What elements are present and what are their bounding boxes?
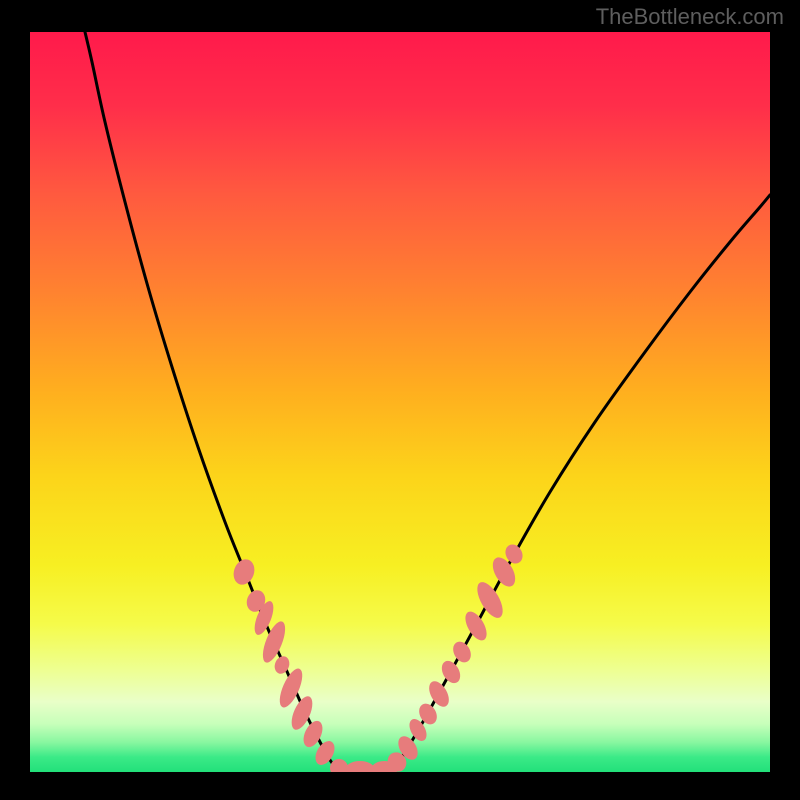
floor-cluster-bead — [345, 761, 375, 772]
left-cluster-bead — [230, 556, 258, 587]
curves-layer — [30, 32, 770, 772]
right-cluster-bead — [450, 638, 475, 665]
chart-stage: TheBottleneck.com — [0, 0, 800, 800]
left-curve — [85, 32, 338, 770]
right-curve — [392, 195, 770, 770]
right-cluster-bead — [461, 608, 491, 644]
right-cluster-bead — [438, 658, 464, 687]
plot-area — [30, 32, 770, 772]
attribution-label: TheBottleneck.com — [596, 4, 784, 30]
